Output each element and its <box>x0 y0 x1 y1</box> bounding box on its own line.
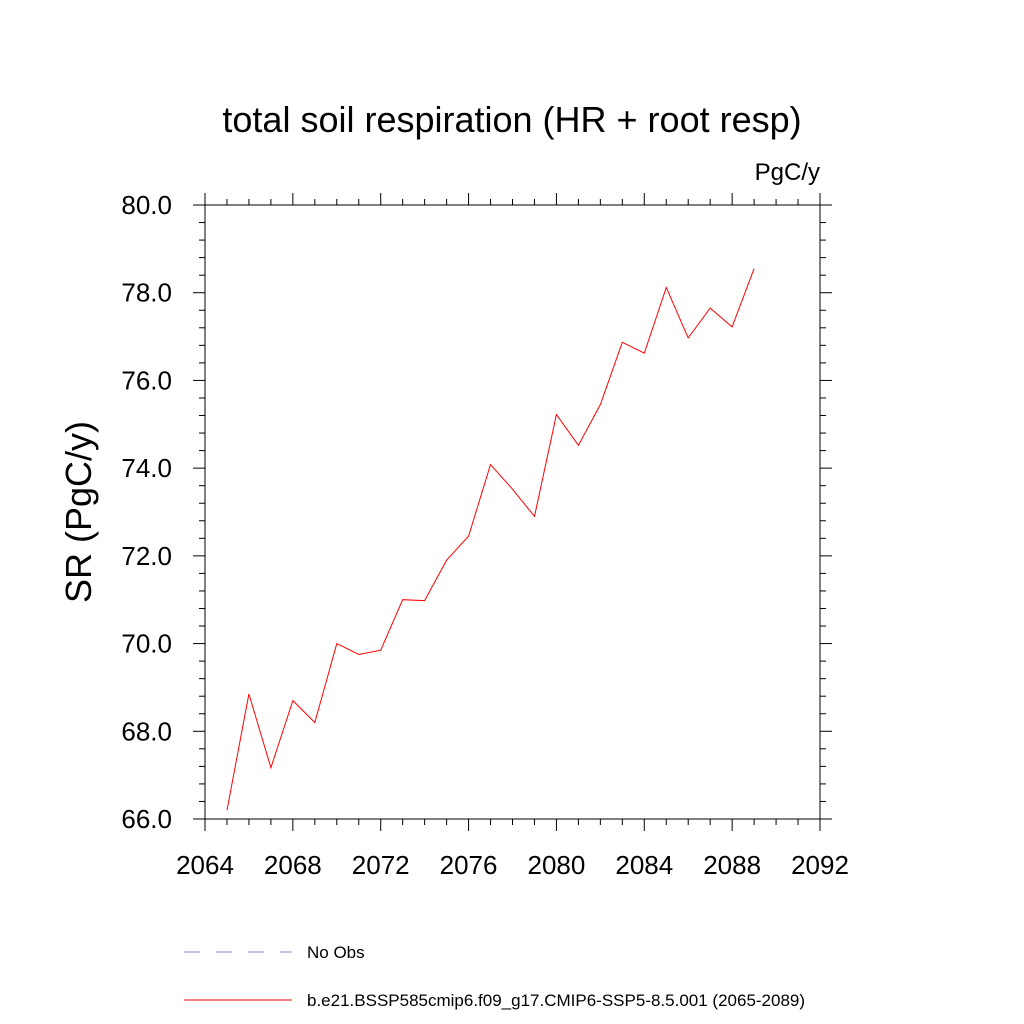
y-tick-label: 80.0 <box>121 190 172 220</box>
x-tick-label: 2080 <box>528 850 586 880</box>
series-line <box>226 268 755 811</box>
y-tick-label: 72.0 <box>121 541 172 571</box>
y-tick-label: 74.0 <box>121 453 172 483</box>
legend-label: b.e21.BSSP585cmip6.f09_g17.CMIP6-SSP5-8.… <box>307 991 805 1010</box>
legend: No Obs b.e21.BSSP585cmip6.f09_g17.CMIP6-S… <box>184 943 805 1010</box>
axis-ticks: 2064 2068 2072 2076 2080 2084 2088 2092 66.0 68.0… <box>121 190 849 880</box>
legend-label: No Obs <box>307 943 365 962</box>
chart-title: total soil respiration (HR + root resp) <box>222 99 801 140</box>
x-tick-label: 2084 <box>615 850 673 880</box>
units-label: PgC/y <box>755 159 820 186</box>
y-tick-label: 78.0 <box>121 278 172 308</box>
x-tick-label: 2092 <box>791 850 849 880</box>
y-tick-label: 76.0 <box>121 365 172 395</box>
y-tick-label: 68.0 <box>121 716 172 746</box>
plot-frame <box>204 204 821 820</box>
x-tick-label: 2064 <box>176 850 234 880</box>
x-tick-label: 2068 <box>264 850 322 880</box>
y-axis-label: SR (PgC/y) <box>58 421 99 603</box>
x-tick-label: 2076 <box>440 850 498 880</box>
series-layer <box>226 268 755 811</box>
y-tick-label: 70.0 <box>121 629 172 659</box>
x-tick-label: 2072 <box>352 850 410 880</box>
y-tick-label: 66.0 <box>121 804 172 834</box>
x-tick-label: 2088 <box>703 850 761 880</box>
